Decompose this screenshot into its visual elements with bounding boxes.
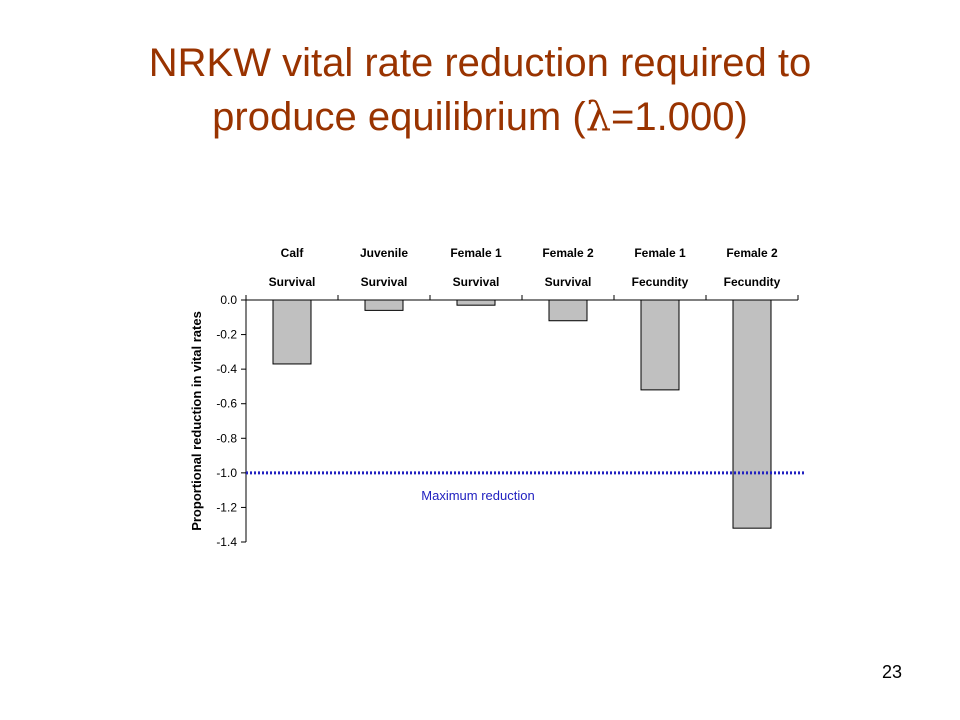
- category-label-line2: Survival: [545, 275, 592, 289]
- category-label-line2: Fecundity: [724, 275, 781, 289]
- category-label-line2: Survival: [361, 275, 408, 289]
- y-tick-label: 0.0: [220, 293, 237, 307]
- bar: [456, 299, 496, 306]
- bar: [272, 299, 312, 365]
- category-label-line1: Female 2: [542, 246, 594, 260]
- category-label-line2: Survival: [269, 275, 316, 289]
- y-tick-label: -1.2: [216, 500, 237, 514]
- y-tick-label: -0.8: [216, 431, 237, 445]
- y-tick-label: -0.2: [216, 328, 237, 342]
- slide-number: 23: [881, 662, 902, 682]
- category-label-line1: Juvenile: [360, 246, 408, 260]
- bar: [640, 299, 680, 391]
- category-label-line1: Calf: [281, 246, 305, 260]
- bar: [732, 299, 772, 529]
- category-label-line1: Female 2: [726, 246, 778, 260]
- title-line-2: produce equilibrium (λ=1.000): [60, 90, 900, 144]
- category-label-line1: Female 1: [634, 246, 686, 260]
- y-tick-label: -1.4: [216, 535, 237, 549]
- y-tick-label: -1.0: [216, 466, 237, 480]
- lambda-symbol: λ: [585, 94, 612, 140]
- maximum-reduction-label: Maximum reduction: [421, 488, 534, 503]
- y-tick-label: -0.4: [216, 362, 237, 376]
- bar: [364, 299, 404, 311]
- title-line-2-prefix: produce equilibrium (: [212, 95, 586, 139]
- y-axis-title: Proportional reduction in vital rates: [189, 311, 204, 531]
- bar: [548, 299, 588, 322]
- category-label-line1: Female 1: [450, 246, 502, 260]
- y-tick-label: -0.6: [216, 397, 237, 411]
- title-line-1: NRKW vital rate reduction required to: [148, 41, 812, 85]
- slide-title: NRKW vital rate reduction required to pr…: [60, 36, 900, 144]
- title-line-2-suffix: =1.000): [611, 95, 748, 139]
- category-label-line2: Fecundity: [632, 275, 689, 289]
- category-label-line2: Survival: [453, 275, 500, 289]
